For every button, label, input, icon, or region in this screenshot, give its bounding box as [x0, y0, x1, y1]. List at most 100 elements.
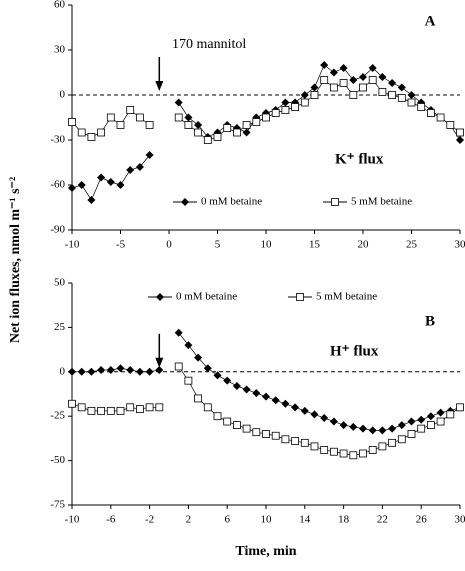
point — [456, 403, 464, 412]
point — [194, 353, 203, 362]
y-tick-label: 30 — [54, 44, 66, 56]
point — [388, 438, 397, 447]
point — [106, 406, 115, 415]
point — [184, 341, 193, 350]
point — [417, 424, 426, 433]
point — [232, 382, 241, 391]
point — [126, 366, 135, 375]
point — [329, 447, 338, 456]
point — [87, 133, 96, 141]
point — [300, 98, 309, 107]
point — [145, 121, 154, 129]
point — [349, 91, 358, 99]
x-tick-label: -2 — [145, 514, 154, 526]
y-tick-label: -90 — [50, 224, 65, 236]
point — [331, 198, 339, 206]
point — [349, 76, 358, 84]
point — [397, 83, 406, 92]
point — [310, 83, 319, 92]
point — [426, 109, 435, 117]
point — [407, 98, 416, 107]
point — [456, 136, 464, 144]
point — [291, 103, 300, 111]
annotation: A — [425, 13, 436, 29]
y-tick-label: 60 — [54, 0, 66, 11]
point — [300, 91, 309, 99]
x-tick-label: 10 — [261, 514, 273, 526]
point — [446, 410, 455, 419]
point — [436, 417, 445, 426]
point — [446, 121, 455, 129]
point — [97, 173, 106, 182]
point — [106, 178, 115, 186]
point — [271, 396, 280, 405]
annotation: B — [425, 313, 435, 329]
point — [97, 128, 105, 137]
point — [378, 73, 387, 81]
point — [349, 422, 358, 431]
point — [320, 61, 329, 69]
point — [203, 136, 212, 144]
point — [135, 163, 144, 171]
point — [145, 151, 154, 159]
point — [232, 421, 241, 429]
point — [184, 121, 193, 129]
point — [97, 366, 106, 375]
point — [242, 424, 251, 433]
point — [262, 113, 270, 122]
point — [68, 118, 76, 126]
point — [320, 446, 329, 454]
point — [368, 426, 377, 435]
point — [213, 133, 222, 141]
x-tick-label: 5 — [215, 239, 221, 251]
point — [156, 293, 164, 301]
point — [456, 128, 464, 137]
point — [77, 181, 86, 189]
point — [378, 88, 387, 96]
point — [116, 406, 125, 415]
point — [252, 428, 261, 437]
point — [77, 367, 86, 376]
y-tick-label: -25 — [50, 410, 65, 422]
point — [174, 98, 183, 107]
point — [339, 64, 348, 72]
point — [68, 399, 76, 408]
point — [291, 403, 300, 412]
point — [407, 430, 416, 438]
point — [194, 121, 203, 129]
point — [359, 73, 367, 81]
point — [388, 79, 397, 87]
point — [417, 415, 426, 424]
point — [155, 403, 164, 412]
x-tick-label: -5 — [116, 239, 126, 251]
point — [116, 364, 125, 373]
point — [174, 362, 183, 371]
point — [329, 83, 338, 92]
x-tick-label: 2 — [186, 514, 192, 526]
point — [126, 106, 135, 114]
point — [135, 113, 144, 122]
point — [232, 128, 241, 137]
point — [349, 451, 358, 460]
point — [77, 128, 86, 137]
point — [368, 64, 377, 72]
point — [242, 121, 251, 129]
point — [339, 421, 348, 430]
point — [203, 403, 212, 412]
y-axis-label: Net ion fluxes, nmol m⁻¹ s⁻² — [8, 177, 23, 343]
point — [271, 431, 280, 440]
point — [135, 367, 144, 376]
point — [388, 91, 397, 99]
point — [407, 417, 416, 426]
point — [359, 83, 367, 92]
point — [194, 394, 203, 403]
point — [87, 367, 96, 376]
x-tick-label: -6 — [106, 514, 116, 526]
point — [174, 328, 183, 337]
point — [329, 417, 338, 426]
point — [359, 449, 367, 458]
x-tick-label: 25 — [406, 239, 418, 251]
point — [77, 403, 86, 412]
point — [407, 91, 416, 99]
point — [426, 412, 435, 421]
